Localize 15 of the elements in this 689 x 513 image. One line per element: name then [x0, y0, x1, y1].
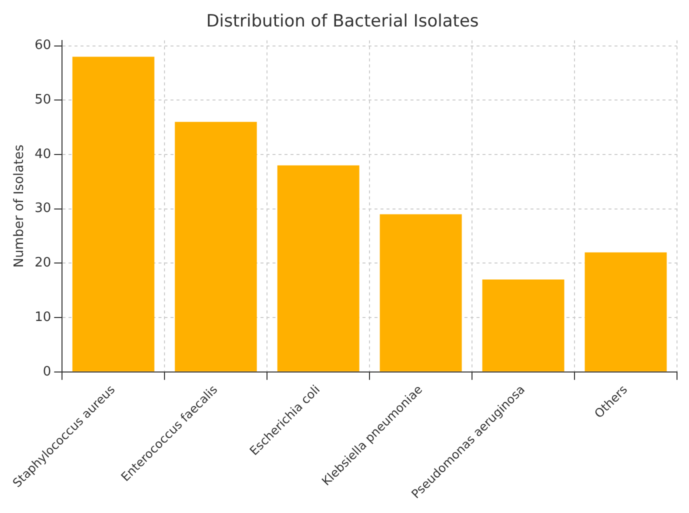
y-tick-label: 40 [34, 146, 52, 162]
bar [482, 280, 564, 372]
chart-title: Distribution of Bacterial Isolates [206, 12, 479, 32]
y-axis-title: Number of Isolates [12, 144, 28, 268]
y-tick-label: 10 [34, 310, 52, 325]
y-tick-label: 20 [34, 256, 52, 271]
bar [72, 56, 154, 372]
bar [174, 122, 257, 372]
bar [277, 165, 360, 372]
bar [380, 214, 462, 372]
y-tick-label: 60 [34, 38, 52, 54]
bar [584, 252, 667, 372]
y-tick-label: 0 [42, 364, 52, 380]
y-tick-label: 50 [34, 92, 52, 108]
y-tick-label: 30 [34, 201, 52, 216]
